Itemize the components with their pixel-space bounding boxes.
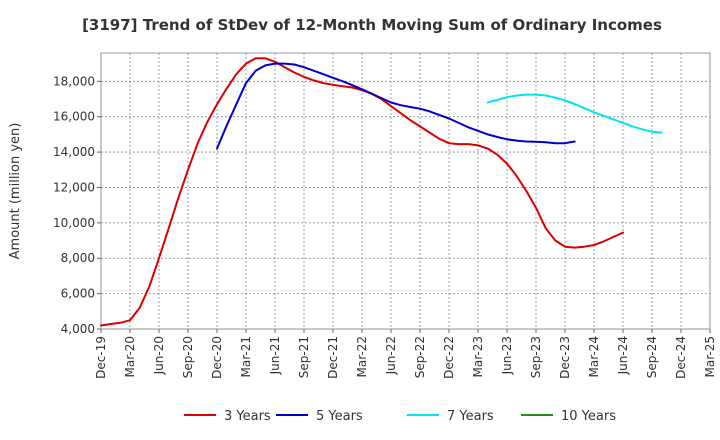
x-tick-label: Jun-24 bbox=[616, 336, 630, 375]
plot-area bbox=[100, 52, 711, 330]
x-tick-label: Jun-23 bbox=[500, 336, 514, 375]
x-tick-label: Sep-21 bbox=[297, 336, 311, 378]
y-tick-label: 10,000 bbox=[53, 216, 95, 230]
series-line-5-years bbox=[216, 62, 576, 150]
y-tick-label: 16,000 bbox=[53, 110, 95, 124]
legend-label: 10 Years bbox=[561, 409, 616, 424]
x-tick-label: Dec-23 bbox=[558, 336, 572, 379]
x-tick-label: Mar-23 bbox=[471, 336, 485, 377]
x-tick-label: Mar-21 bbox=[239, 336, 253, 377]
series-lines bbox=[100, 57, 663, 327]
legend-label: 3 Years bbox=[224, 409, 271, 424]
legend-label: 7 Years bbox=[447, 409, 494, 424]
y-axis-label: Amount (million yen) bbox=[8, 123, 23, 260]
x-axis: Dec-19 Mar-20 Jun-20 Sep-20 Dec-20 Mar-21 Jun-… bbox=[94, 329, 717, 379]
x-tick-label: Jun-22 bbox=[384, 336, 398, 375]
x-tick-label: Mar-25 bbox=[703, 336, 717, 377]
y-tick-label: 14,000 bbox=[53, 145, 95, 159]
series-line-7-years bbox=[486, 93, 663, 134]
x-tick-label: Jun-20 bbox=[152, 336, 166, 375]
x-tick-label: Sep-22 bbox=[413, 336, 427, 378]
x-tick-label: Mar-20 bbox=[123, 336, 137, 377]
y-tick-label: 4,000 bbox=[61, 322, 95, 336]
x-tick-label: Dec-19 bbox=[94, 336, 108, 379]
x-tick-label: Dec-24 bbox=[674, 336, 688, 379]
y-tick-label: 18,000 bbox=[53, 74, 95, 88]
x-tick-label: Sep-23 bbox=[529, 336, 543, 378]
x-tick-label: Sep-20 bbox=[181, 336, 195, 378]
x-tick-label: Dec-21 bbox=[326, 336, 340, 379]
y-axis: 4,000 6,000 8,000 10,000 12,000 14,000 16,000 1… bbox=[53, 74, 101, 336]
x-tick-label: Jun-21 bbox=[268, 336, 282, 375]
y-tick-label: 6,000 bbox=[61, 287, 95, 301]
x-tick-label: Dec-20 bbox=[210, 336, 224, 379]
legend-label: 5 Years bbox=[316, 409, 363, 424]
x-tick-label: Dec-22 bbox=[442, 336, 456, 379]
x-tick-label: Mar-22 bbox=[355, 336, 369, 377]
y-tick-label: 12,000 bbox=[53, 180, 95, 194]
y-tick-label: 8,000 bbox=[61, 251, 95, 265]
x-tick-label: Mar-24 bbox=[587, 336, 601, 377]
legend: 3 Years 5 Years 7 Years 10 Years bbox=[184, 409, 616, 424]
chart-title: [3197] Trend of StDev of 12-Month Moving… bbox=[82, 16, 662, 34]
x-tick-label: Sep-24 bbox=[645, 336, 659, 378]
